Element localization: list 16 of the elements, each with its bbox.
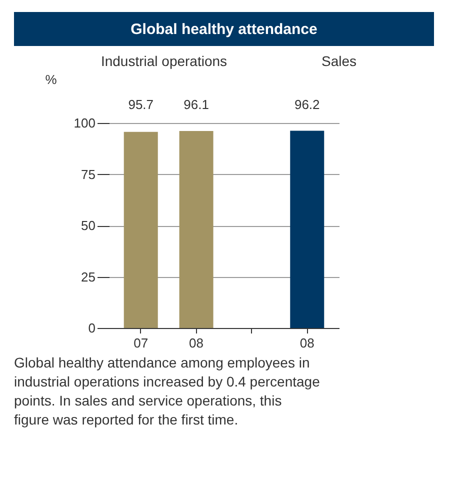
data-label: 96.1	[184, 97, 209, 112]
y-tick-label: 0	[88, 320, 96, 336]
y-axis-title: %	[45, 72, 58, 87]
y-tick-label: 25	[81, 269, 96, 284]
y-tick-label: 50	[81, 218, 96, 233]
data-label: 96.2	[294, 97, 320, 112]
y-tick-label: 100	[74, 116, 96, 130]
data-label: 95.7	[128, 97, 154, 112]
y-tick-label: 75	[81, 166, 96, 182]
text: Sales	[321, 53, 357, 69]
x-tick-label: 08	[300, 336, 314, 350]
text: Global healthy attendance among employees in industrial operations increased by 0.4 percentage points. In sales and service operations, this figure was reported for the first time.	[14, 354, 320, 428]
x-tick-label: 07	[134, 336, 148, 350]
x-tick-label: 08	[189, 336, 204, 350]
text: Industrial operations	[100, 53, 228, 69]
chart-title: Global healthy attendance	[130, 21, 318, 38]
